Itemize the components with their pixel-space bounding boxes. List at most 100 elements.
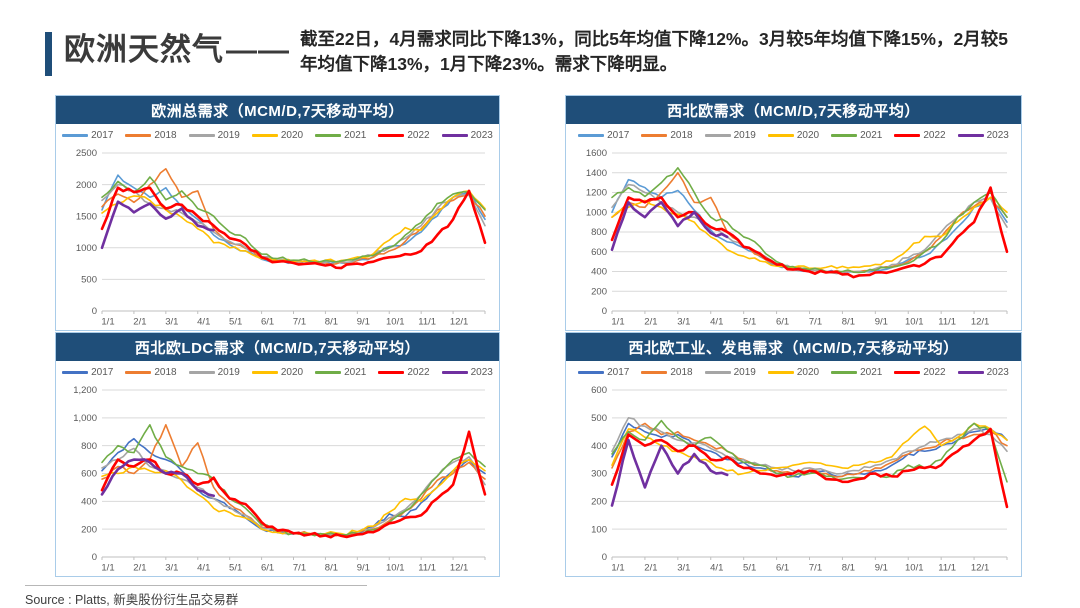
x-tick-label: 11/1 [418, 317, 436, 328]
series-line-2018 [101, 423, 486, 537]
legend-item-2017: 2017 [62, 367, 113, 378]
x-tick-label: 1/1 [101, 563, 114, 574]
x-tick-label: 4/1 [197, 317, 210, 328]
legend-swatch [957, 133, 984, 137]
x-tick-label: 2/1 [133, 317, 146, 328]
legend-swatch [441, 370, 468, 374]
y-tick-label: 0 [602, 552, 607, 563]
x-tick-label: 9/1 [357, 317, 370, 328]
x-tick-label: 6/1 [261, 563, 274, 574]
legend-swatch [831, 133, 858, 137]
x-tick-label: 12/1 [450, 317, 469, 328]
legend-swatch [315, 133, 342, 137]
legend-item-2023: 2023 [441, 366, 493, 378]
legend-label: 2019 [733, 366, 756, 378]
chart-title: 西北欧工业、发电需求（MCM/D,7天移动平均） [566, 333, 1021, 361]
legend-swatch [641, 133, 668, 137]
legend-item-2018: 2018 [125, 367, 177, 378]
legend-swatch [378, 370, 405, 374]
y-tick-label: 100 [591, 524, 607, 535]
x-tick-label: 12/1 [971, 563, 990, 574]
legend-label: 2021 [860, 129, 883, 141]
legend-label: 2023 [470, 366, 493, 378]
legend-swatch [251, 370, 278, 374]
page-title-text: 欧洲天然气 [64, 32, 224, 67]
series-line-2017 [101, 174, 486, 265]
legend-label: 2021 [344, 366, 367, 378]
chart-plot: 0 200 400 600 800 1000 1200 1400 1600 1/1 2/1 3/1 4/… [586, 148, 1009, 328]
legend-swatch [378, 133, 405, 137]
legend-label: 2021 [344, 129, 367, 141]
y-tick-label: 800 [591, 227, 607, 238]
x-tick-label: 5/1 [229, 317, 242, 328]
x-tick-label: 9/1 [875, 317, 888, 328]
x-tick-label: 4/1 [710, 563, 723, 574]
x-tick-label: 7/1 [293, 317, 306, 328]
legend-swatch [578, 133, 605, 137]
legend-label: 2017 [91, 366, 114, 378]
legend-item-2019: 2019 [188, 366, 240, 378]
y-tick-label: 1500 [76, 211, 97, 222]
chart-legend: 2017 2018 2019 2020 2021 2022 2023 [566, 361, 1021, 383]
x-tick-label: 12/1 [450, 563, 469, 574]
legend-label: 2018 [670, 129, 693, 141]
series-line-2023 [610, 201, 729, 252]
x-tick-label: 8/1 [842, 563, 855, 574]
legend-label: 2023 [470, 129, 493, 141]
series-line-2019 [101, 447, 486, 537]
chart-plot: 0 500 1000 1500 2000 2500 1/1 2/1 3/1 4/1 5/1 6/1 7/… [76, 148, 487, 328]
series-line-2021 [611, 167, 1008, 274]
legend-label: 2017 [91, 129, 114, 141]
y-tick-label: 300 [591, 469, 607, 480]
legend-item-2022: 2022 [378, 367, 430, 378]
series-line-2017 [611, 178, 1008, 274]
x-tick-label: 7/1 [293, 563, 306, 574]
y-tick-label: 1,000 [73, 413, 97, 424]
x-tick-label: 11/1 [418, 563, 436, 574]
x-tick-label: 6/1 [261, 317, 274, 328]
series-line-2021 [101, 423, 486, 537]
source-text: Source : Platts, 新奥股份衍生品交易群 [25, 593, 239, 607]
legend-item-2017: 2017 [62, 130, 113, 141]
x-tick-label: 3/1 [165, 563, 178, 574]
series-line-2022 [610, 186, 1009, 279]
legend-label: 2019 [217, 129, 240, 141]
legend-label: 2017 [607, 129, 630, 141]
x-tick-label: 1/1 [101, 317, 114, 328]
y-tick-label: 200 [591, 286, 607, 297]
x-tick-label: 8/1 [325, 317, 338, 328]
legend-label: 2017 [607, 366, 630, 378]
y-tick-label: 600 [81, 469, 97, 480]
legend-item-2022: 2022 [894, 129, 946, 141]
legend-item-2017: 2017 [578, 130, 629, 141]
x-tick-label: 2/1 [133, 563, 146, 574]
chart-title: 西北欧LDC需求（MCM/D,7天移动平均） [56, 333, 499, 361]
legend-swatch [62, 370, 89, 374]
legend-item-2020: 2020 [251, 130, 303, 141]
legend-swatch [704, 370, 731, 374]
y-tick-label: 1000 [586, 207, 607, 218]
x-tick-label: 3/1 [165, 317, 178, 328]
legend-item-2021: 2021 [315, 130, 366, 141]
legend-swatch [894, 370, 921, 374]
y-tick-label: 1200 [586, 188, 607, 199]
legend-swatch [831, 370, 858, 374]
legend-item-2021: 2021 [831, 367, 882, 378]
x-tick-label: 3/1 [677, 317, 690, 328]
series-line-2020 [611, 196, 1008, 270]
legend-swatch [188, 370, 215, 374]
series-line-2022 [610, 427, 1009, 509]
y-tick-label: 600 [591, 385, 607, 396]
chart-legend: 2017 2018 2019 2020 2021 2022 2023 [566, 124, 1021, 146]
legend-swatch [767, 370, 794, 374]
chart-plot: 0 100 200 300 400 500 600 1/1 2/1 3/1 4/1 5/1 6/1 7/1… [591, 385, 1009, 574]
legend-label: 2022 [923, 129, 946, 141]
legend-label: 2019 [217, 366, 240, 378]
summary-text: 截至22日，4月需求同比下降13%，同比5年均值下降12%。3月较5年均值下降1… [300, 29, 1008, 75]
chart-legend: 2017 2018 2019 2020 2021 2022 2023 [56, 124, 499, 146]
legend-swatch [441, 133, 468, 137]
y-tick-label: 0 [92, 306, 97, 317]
x-tick-label: 3/1 [677, 563, 690, 574]
legend-swatch [641, 370, 668, 374]
x-tick-label: 6/1 [776, 317, 789, 328]
